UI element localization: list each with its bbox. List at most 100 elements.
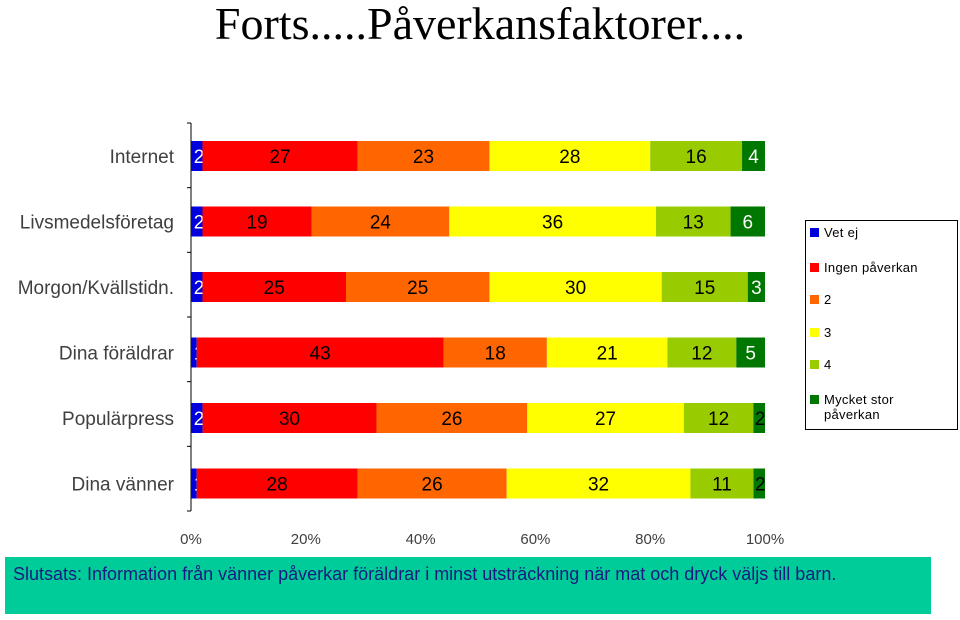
data-label: 27 bbox=[595, 409, 616, 430]
x-tick-label: 20% bbox=[291, 531, 321, 548]
conclusion-box: Slutsats: Information från vänner påverk… bbox=[5, 557, 931, 614]
legend-swatch bbox=[810, 295, 819, 304]
data-label: 3 bbox=[751, 278, 762, 299]
data-label: 6 bbox=[742, 213, 753, 234]
legend-label: 2 bbox=[824, 292, 832, 307]
bar-segment bbox=[191, 468, 197, 499]
bar-segment bbox=[753, 468, 765, 499]
data-label: 30 bbox=[279, 409, 300, 430]
bar-segment bbox=[202, 206, 312, 237]
legend-item-mycket-stor-paverkan: Mycket stor påverkan bbox=[810, 392, 934, 422]
data-label: 2 bbox=[755, 475, 766, 496]
data-label: 2 bbox=[194, 409, 205, 430]
category-label: Livsmedelsföretag bbox=[20, 213, 174, 234]
legend-item-2: 2 bbox=[810, 292, 832, 307]
data-label: 25 bbox=[407, 278, 428, 299]
bar-segment bbox=[196, 337, 444, 368]
data-label: 28 bbox=[267, 475, 288, 496]
legend-label: Vet ej bbox=[824, 225, 859, 240]
data-label: 12 bbox=[708, 409, 729, 430]
bar-segment bbox=[655, 206, 731, 237]
data-label: 36 bbox=[542, 213, 563, 234]
bar-segment bbox=[742, 141, 765, 171]
category-label: Populärpress bbox=[62, 409, 174, 430]
data-label: 25 bbox=[264, 278, 285, 299]
data-label: 18 bbox=[485, 344, 506, 365]
data-label: 2 bbox=[194, 213, 205, 234]
legend-item-vet-ej: Vet ej bbox=[810, 225, 859, 240]
data-label: 13 bbox=[683, 213, 704, 234]
data-label: 32 bbox=[588, 475, 609, 496]
bar-segment bbox=[202, 272, 346, 302]
data-label: 26 bbox=[441, 409, 462, 430]
x-tick-label: 40% bbox=[406, 531, 436, 548]
bar-segment bbox=[191, 206, 203, 237]
legend-label: Ingen påverkan bbox=[824, 260, 918, 275]
legend-label: 4 bbox=[824, 357, 832, 372]
bar-segment bbox=[506, 468, 691, 499]
x-tick-label: 0% bbox=[180, 531, 202, 548]
data-label: 30 bbox=[565, 278, 586, 299]
bar-segment bbox=[736, 337, 765, 368]
bar-segment bbox=[443, 337, 547, 368]
legend-label: 3 bbox=[824, 325, 832, 340]
bar-segment bbox=[753, 403, 765, 433]
data-label: 4 bbox=[748, 147, 759, 168]
bar-segment bbox=[202, 403, 377, 433]
legend-swatch bbox=[810, 328, 819, 337]
bar-segment bbox=[546, 337, 668, 368]
bar-segment bbox=[690, 468, 754, 499]
x-tick-label: 60% bbox=[520, 531, 550, 548]
data-label: 16 bbox=[686, 147, 707, 168]
bar-segment bbox=[650, 141, 743, 171]
bar-segment bbox=[357, 468, 507, 499]
category-label: Internet bbox=[110, 147, 175, 168]
bar-segment bbox=[747, 272, 765, 302]
category-label: Dina föräldrar bbox=[59, 344, 175, 365]
bar-segment bbox=[191, 337, 197, 368]
data-label: 2 bbox=[755, 409, 766, 430]
bar-segment bbox=[202, 141, 358, 171]
data-label: 27 bbox=[269, 147, 290, 168]
bar-segment bbox=[527, 403, 684, 433]
data-label: 2 bbox=[194, 278, 205, 299]
legend-label: Mycket stor påverkan bbox=[824, 392, 894, 422]
data-label: 21 bbox=[597, 344, 618, 365]
bar-segment bbox=[345, 272, 490, 302]
bar-segment bbox=[311, 206, 450, 237]
bar-segment bbox=[191, 141, 203, 171]
bar-segment bbox=[489, 272, 662, 302]
data-label: 28 bbox=[559, 147, 580, 168]
bar-segment bbox=[196, 468, 358, 499]
bar-segment bbox=[191, 272, 203, 302]
bar-segment bbox=[730, 206, 765, 237]
data-label: 24 bbox=[370, 213, 392, 234]
data-label: 19 bbox=[246, 213, 267, 234]
data-label: 5 bbox=[745, 344, 756, 365]
legend-item-3: 3 bbox=[810, 325, 832, 340]
bar-segment bbox=[357, 141, 490, 171]
bar-segment bbox=[191, 403, 203, 433]
data-label: 12 bbox=[691, 344, 712, 365]
bar-segment bbox=[667, 337, 737, 368]
legend-swatch bbox=[810, 263, 819, 272]
data-label: 26 bbox=[422, 475, 443, 496]
legend-item-ingen-paverkan: Ingen påverkan bbox=[810, 260, 918, 275]
legend-swatch bbox=[810, 360, 819, 369]
data-label: 2 bbox=[194, 147, 205, 168]
legend-item-4: 4 bbox=[810, 357, 832, 372]
category-label: Morgon/Kvällstidn. bbox=[18, 278, 174, 299]
bar-segment bbox=[661, 272, 748, 302]
legend-swatch bbox=[810, 228, 819, 237]
chart-legend: Vet ej Ingen påverkan 2 3 4 Mycket stor … bbox=[805, 220, 958, 430]
x-tick-label: 80% bbox=[635, 531, 665, 548]
bar-segment bbox=[376, 403, 528, 433]
data-label: 23 bbox=[413, 147, 434, 168]
category-label: Dina vänner bbox=[72, 475, 175, 496]
bar-segment bbox=[683, 403, 754, 433]
data-label: 11 bbox=[712, 475, 732, 496]
data-label: 15 bbox=[694, 278, 715, 299]
bar-segment bbox=[449, 206, 656, 237]
slide-title: Forts.....Påverkansfaktorer.... bbox=[214, 0, 746, 49]
